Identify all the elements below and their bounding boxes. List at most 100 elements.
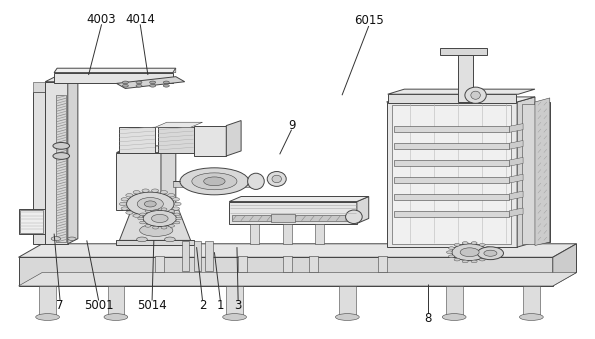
Bar: [57, 95, 66, 242]
Bar: [394, 160, 509, 166]
Polygon shape: [161, 146, 176, 210]
Ellipse shape: [272, 175, 281, 183]
Bar: [173, 181, 259, 187]
Bar: [440, 48, 487, 55]
Ellipse shape: [145, 210, 151, 213]
Bar: [120, 127, 155, 153]
Ellipse shape: [174, 202, 181, 206]
Bar: [117, 240, 193, 245]
Ellipse shape: [121, 207, 128, 210]
Bar: [155, 256, 164, 272]
Ellipse shape: [121, 198, 128, 201]
Ellipse shape: [161, 226, 167, 229]
Ellipse shape: [137, 198, 164, 211]
Polygon shape: [387, 97, 535, 102]
Ellipse shape: [136, 81, 142, 84]
Polygon shape: [388, 89, 535, 94]
Ellipse shape: [454, 258, 460, 261]
Ellipse shape: [126, 194, 133, 197]
Bar: [388, 94, 516, 103]
Ellipse shape: [462, 242, 468, 244]
Text: 8: 8: [424, 312, 432, 324]
Polygon shape: [229, 197, 369, 202]
Ellipse shape: [123, 81, 129, 84]
Text: 6015: 6015: [354, 15, 384, 27]
Ellipse shape: [519, 314, 543, 320]
Ellipse shape: [145, 224, 151, 227]
Text: 7: 7: [57, 299, 64, 312]
Polygon shape: [117, 146, 176, 153]
Polygon shape: [509, 174, 523, 183]
Ellipse shape: [123, 84, 129, 87]
Ellipse shape: [454, 243, 460, 246]
Ellipse shape: [442, 314, 466, 320]
Ellipse shape: [143, 211, 176, 226]
Bar: [238, 256, 247, 272]
Ellipse shape: [140, 224, 173, 236]
Text: 9: 9: [288, 119, 295, 132]
Bar: [394, 177, 509, 183]
Bar: [250, 223, 259, 244]
Bar: [387, 102, 517, 247]
Ellipse shape: [142, 189, 149, 192]
Text: 5014: 5014: [137, 299, 167, 312]
Bar: [232, 215, 354, 221]
Polygon shape: [18, 244, 577, 257]
Bar: [339, 286, 356, 316]
Bar: [117, 153, 161, 210]
Bar: [535, 102, 550, 242]
Ellipse shape: [150, 84, 156, 87]
Ellipse shape: [449, 247, 455, 250]
Bar: [226, 286, 243, 316]
Ellipse shape: [145, 201, 156, 207]
Ellipse shape: [192, 173, 237, 190]
Bar: [45, 82, 68, 244]
Bar: [54, 73, 173, 83]
Polygon shape: [173, 68, 176, 73]
Ellipse shape: [161, 208, 167, 211]
Bar: [283, 256, 292, 272]
Ellipse shape: [161, 191, 168, 194]
Bar: [229, 202, 357, 223]
Text: 5001: 5001: [84, 299, 114, 312]
Polygon shape: [509, 191, 523, 200]
Bar: [378, 256, 387, 272]
Bar: [20, 211, 43, 233]
Bar: [393, 105, 511, 244]
Ellipse shape: [136, 84, 142, 87]
Ellipse shape: [168, 224, 174, 227]
Bar: [158, 127, 193, 153]
Polygon shape: [54, 68, 176, 73]
Ellipse shape: [138, 217, 144, 220]
Bar: [193, 241, 201, 272]
Bar: [33, 92, 45, 244]
Bar: [181, 241, 189, 272]
Bar: [458, 55, 472, 102]
Ellipse shape: [168, 194, 175, 197]
Bar: [205, 241, 212, 272]
Polygon shape: [509, 157, 523, 166]
Ellipse shape: [152, 214, 168, 222]
Ellipse shape: [180, 168, 249, 195]
Ellipse shape: [452, 244, 487, 261]
Ellipse shape: [446, 251, 452, 254]
Ellipse shape: [133, 214, 140, 217]
Bar: [522, 104, 535, 244]
Ellipse shape: [471, 260, 477, 263]
Text: 3: 3: [234, 299, 242, 312]
Polygon shape: [226, 121, 241, 156]
Ellipse shape: [477, 247, 503, 260]
Polygon shape: [553, 244, 577, 286]
Ellipse shape: [336, 314, 359, 320]
Ellipse shape: [51, 237, 61, 241]
Ellipse shape: [53, 153, 70, 159]
Ellipse shape: [127, 192, 174, 216]
Polygon shape: [357, 197, 369, 223]
Polygon shape: [509, 140, 523, 149]
Ellipse shape: [137, 237, 148, 242]
Ellipse shape: [471, 242, 477, 244]
Ellipse shape: [165, 237, 175, 242]
Polygon shape: [68, 77, 78, 244]
Bar: [523, 286, 540, 316]
Ellipse shape: [120, 202, 127, 206]
